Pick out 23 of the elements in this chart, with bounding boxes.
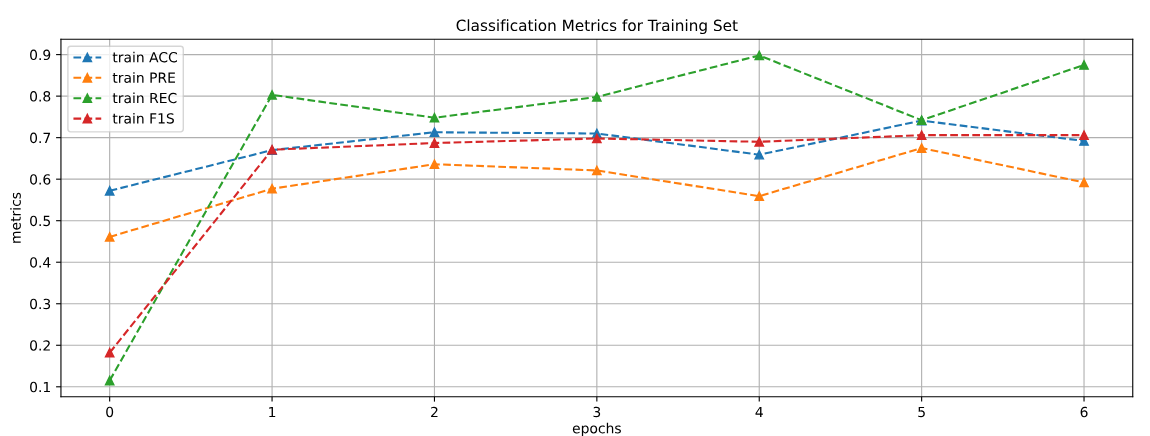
x-tick-label: 3: [593, 406, 601, 418]
y-tick-label: 0.4: [30, 257, 51, 268]
legend-label: train PRE: [112, 72, 175, 83]
y-tick-label: 0.1: [30, 381, 50, 393]
chart-title: Classification Metrics for Training Set: [456, 19, 738, 35]
y-axis-title: metrics: [10, 192, 21, 243]
y-tick-label: 0.6: [30, 174, 51, 185]
y-tick-label: 0.7: [30, 132, 51, 144]
x-tick-label: 6: [1080, 406, 1088, 418]
x-tick-label: 5: [918, 406, 925, 418]
x-tick-label: 4: [755, 406, 763, 418]
legend-label: train F1S: [112, 112, 174, 124]
legend-label: train ACC: [112, 51, 177, 63]
y-tick-label: 0.9: [30, 49, 51, 61]
y-tick-label: 0.2: [30, 340, 50, 351]
x-tick-label: 1: [269, 406, 276, 418]
y-tick-label: 0.3: [30, 298, 51, 310]
y-tick-label: 0.5: [30, 215, 51, 227]
y-tick-label: 0.8: [30, 91, 51, 102]
x-axis-title: epochs: [572, 422, 621, 436]
x-tick-label: 0: [106, 406, 114, 418]
x-tick-label: 2: [431, 406, 438, 418]
legend-label: train REC: [112, 92, 177, 104]
